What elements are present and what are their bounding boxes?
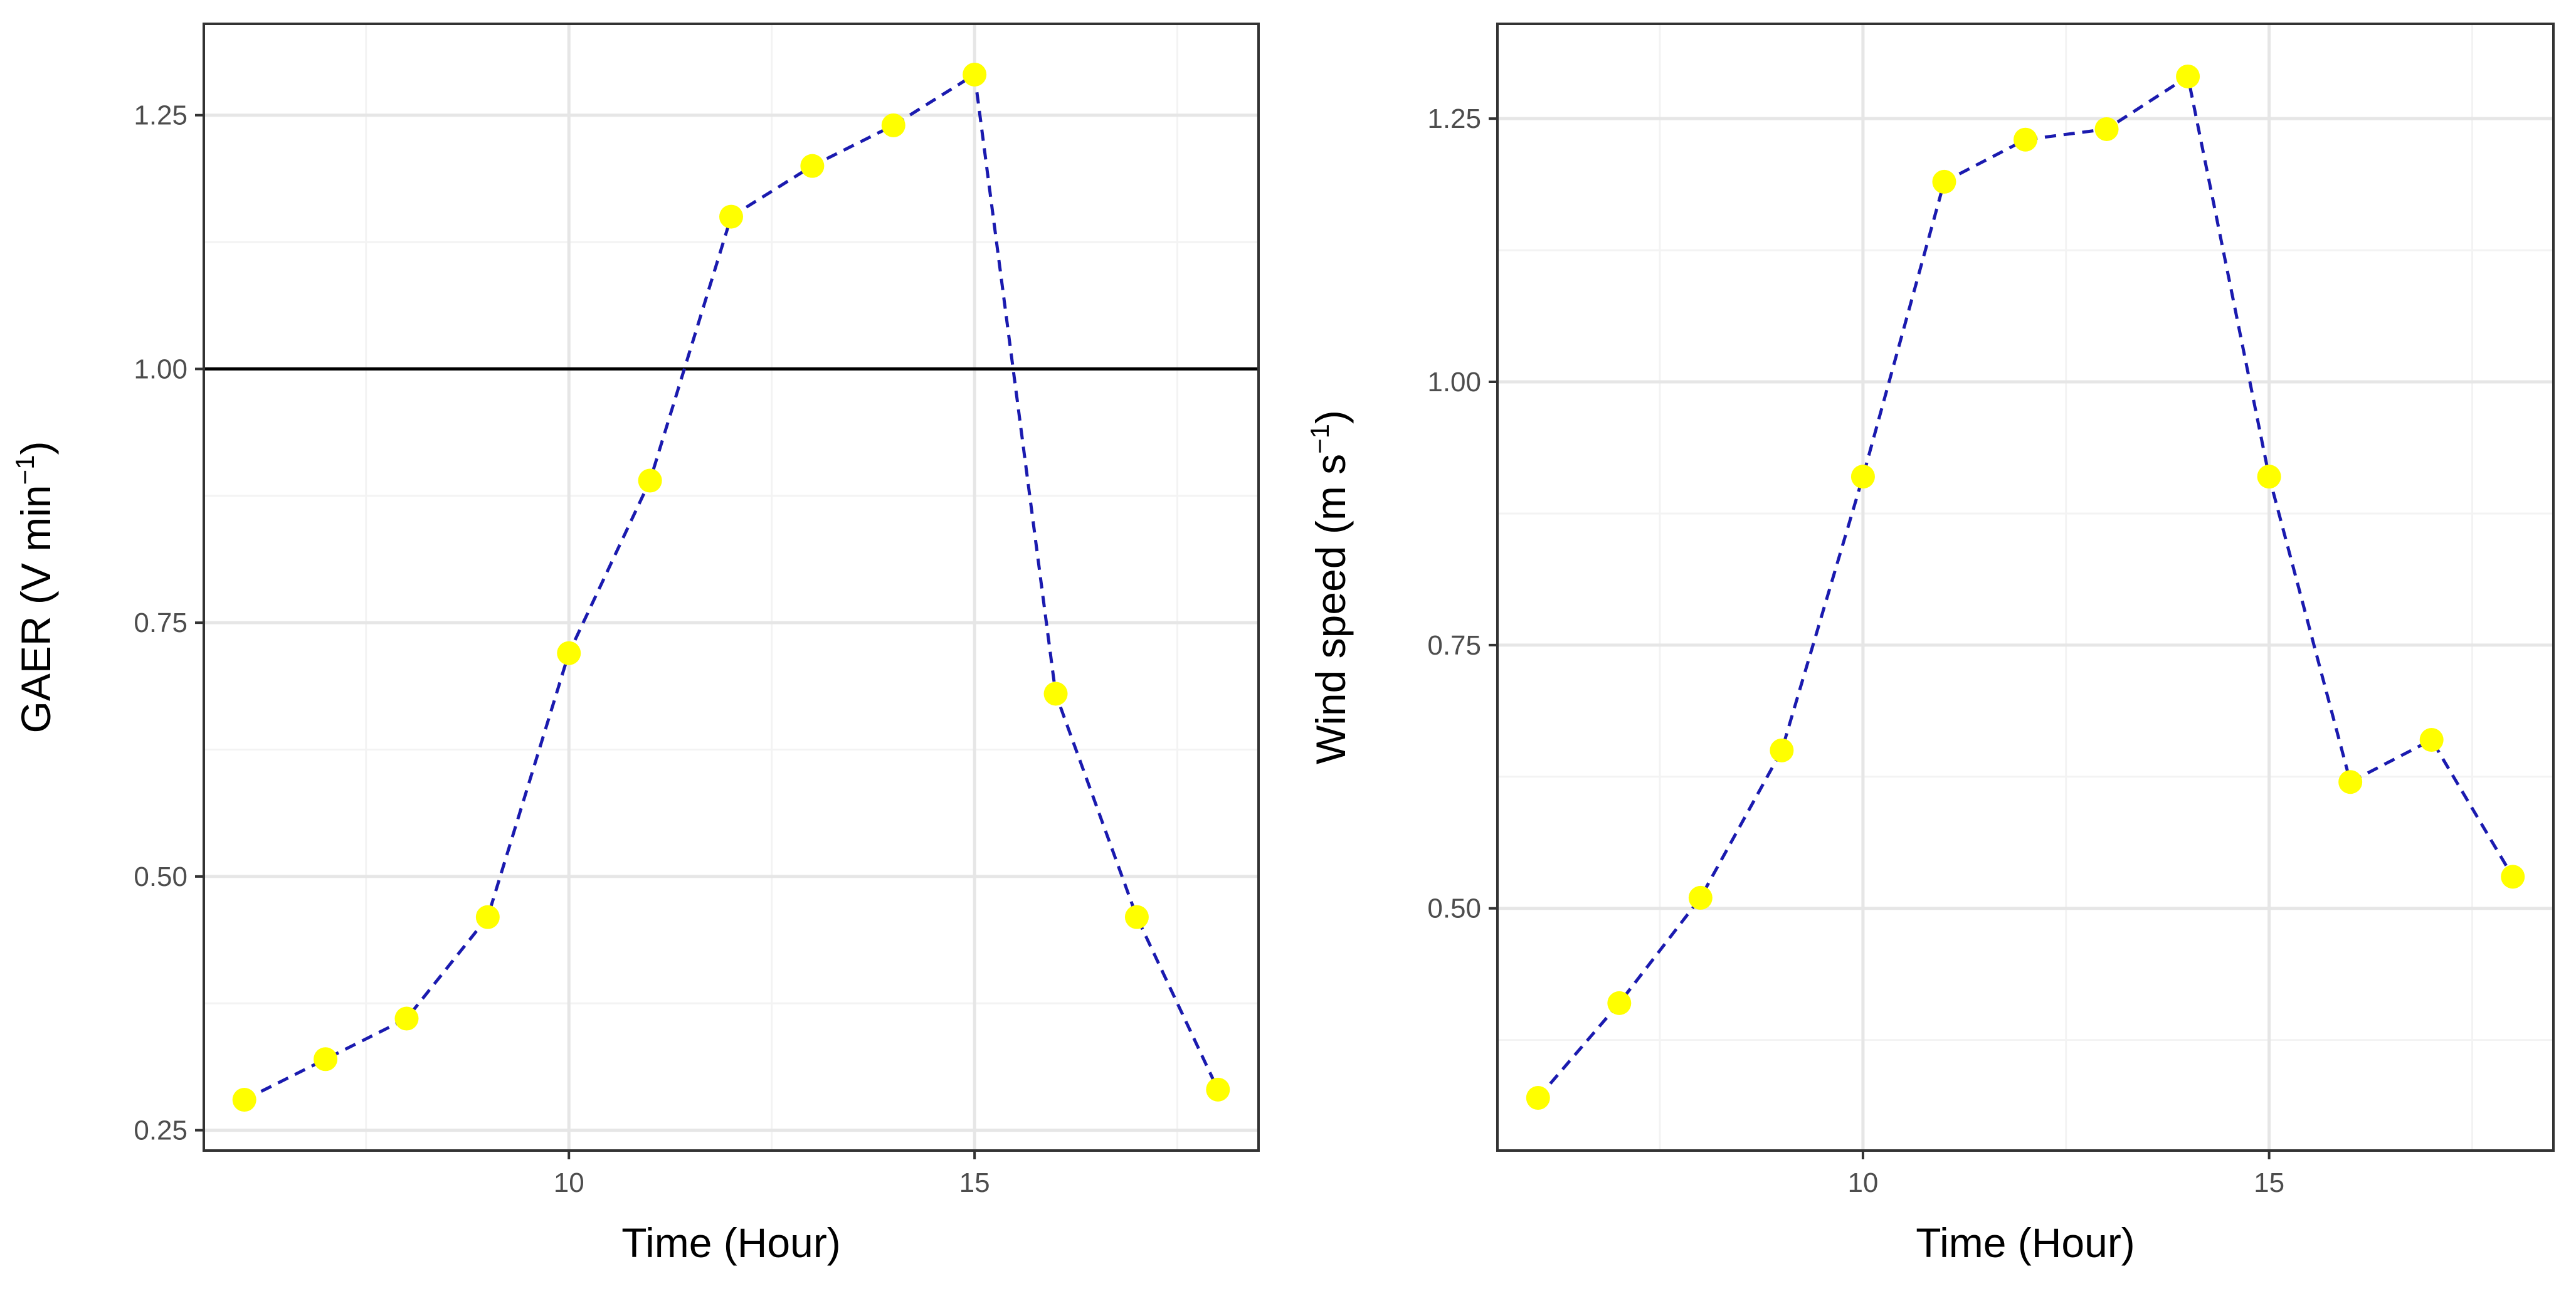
wind-data-point — [1770, 738, 1794, 762]
wind-data-point — [2338, 770, 2363, 794]
gaer-x-tick-label: 15 — [959, 1167, 990, 1198]
gaer-data-point — [800, 154, 825, 178]
wind-x-tick-label: 15 — [2254, 1167, 2284, 1198]
gaer-y-tick-label: 1.00 — [134, 354, 187, 384]
wind-data-point — [1526, 1086, 1550, 1110]
wind-data-point — [2419, 728, 2444, 752]
gaer-y-axis-title-superscript: −1 — [10, 455, 40, 485]
wind-y-axis-title: Wind speed (m s−1) — [1305, 410, 1354, 764]
gaer-y-axis-title-main: GAER (V min — [13, 485, 59, 733]
wind-data-point — [1850, 465, 1875, 489]
gaer-data-point — [638, 468, 662, 493]
gaer-data-point — [963, 62, 987, 87]
gaer-chart-panel: 0.25 0.50 0.75 1.00 1.25 10 15 Time (Hour) GAER … — [10, 23, 1260, 1266]
gaer-data-point — [1043, 682, 1068, 706]
wind-y-tick-label: 1.00 — [1427, 367, 1481, 398]
gaer-data-point — [475, 905, 500, 929]
wind-panel-border — [1496, 23, 2555, 1152]
wind-data-point — [2014, 127, 2037, 152]
wind-data-point — [1607, 991, 1632, 1015]
gaer-panel-border — [203, 23, 1260, 1152]
wind-x-axis-title: Time (Hour) — [1916, 1220, 2135, 1266]
wind-x-tick-label: 10 — [1847, 1167, 1878, 1198]
gaer-x-tick-label: 10 — [554, 1167, 584, 1198]
wind-data-point — [2257, 465, 2281, 489]
gaer-data-point — [719, 204, 743, 229]
wind-speed-chart-panel: 0.50 0.75 1.00 1.25 10 15 Time (Hour) Wind spee… — [1305, 23, 2555, 1266]
gaer-y-tick-label: 0.25 — [134, 1115, 187, 1146]
gaer-y-tick-label: 0.50 — [134, 861, 187, 892]
wind-data-point — [2176, 64, 2200, 88]
gaer-data-point — [1124, 905, 1149, 929]
gaer-data-point — [1206, 1077, 1230, 1102]
wind-data-point — [2501, 865, 2525, 889]
wind-y-tick-label: 1.25 — [1427, 103, 1481, 134]
gaer-x-axis-title: Time (Hour) — [621, 1220, 841, 1266]
wind-y-tick-label: 0.75 — [1427, 630, 1481, 661]
wind-y-tick-label: 0.50 — [1427, 893, 1481, 924]
gaer-y-axis-title: GAER (V min−1) — [10, 441, 59, 734]
wind-y-axis-title-superscript: −1 — [1305, 424, 1334, 454]
wind-data-point — [1688, 885, 1713, 910]
wind-data-point — [1932, 169, 1956, 194]
gaer-data-point — [394, 1006, 419, 1031]
gaer-data-point — [314, 1047, 338, 1072]
gaer-y-tick-label: 0.75 — [134, 608, 187, 638]
wind-data-point — [2094, 117, 2119, 141]
gaer-data-point — [881, 113, 905, 137]
wind-y-axis-title-close: ) — [1307, 410, 1354, 424]
gaer-y-axis-title-close: ) — [13, 441, 59, 455]
wind-y-axis-title-main: Wind speed (m s — [1307, 454, 1354, 764]
gaer-data-point — [232, 1088, 256, 1112]
gaer-y-tick-label: 1.25 — [134, 100, 187, 131]
gaer-data-point — [557, 641, 581, 665]
